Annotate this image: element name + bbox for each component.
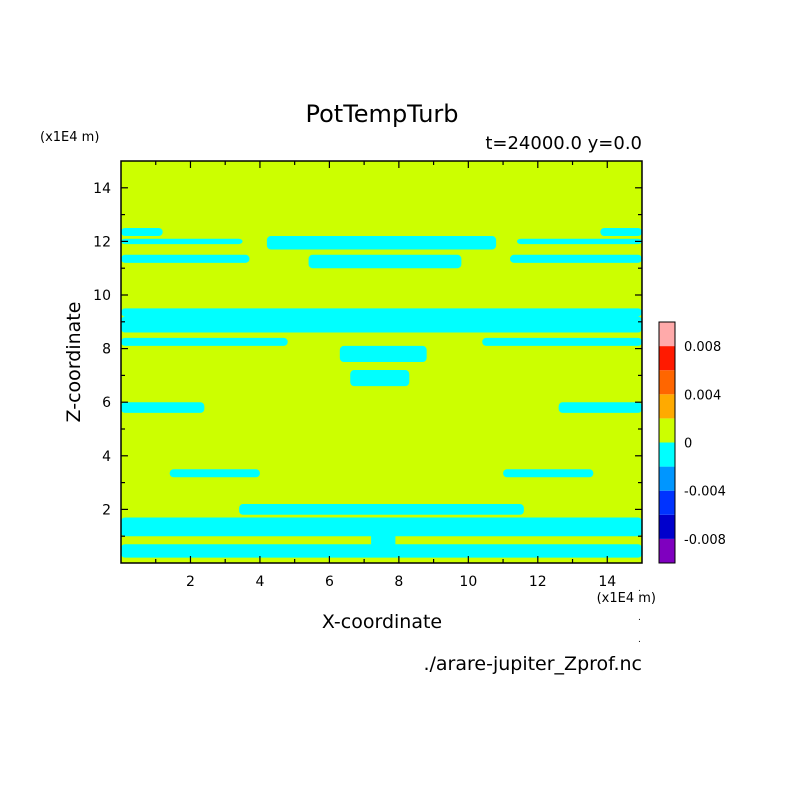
y-tick-label: 6 [102, 395, 111, 411]
y-tick-label: 2 [102, 502, 111, 518]
x-tick-label: 12 [529, 574, 547, 590]
plot-frame [120, 160, 643, 564]
colorbar-tick-label: 0.004 [684, 388, 721, 403]
colorbar-level [659, 418, 675, 443]
colorbar-level [659, 442, 675, 467]
negative-region [121, 238, 243, 245]
y-axis: 2 4 6 8 10 12 14 [93, 181, 642, 537]
x-tick-label: 4 [255, 574, 264, 590]
chart-subtitle: t=24000.0 y=0.0 [485, 133, 642, 154]
colorbar-level [659, 322, 675, 347]
negative-region [516, 238, 642, 245]
x-axis: 2 4 6 8 10 12 14 [155, 161, 616, 590]
negative-region [239, 504, 524, 515]
colorbar-level [659, 514, 675, 539]
colorbar-level [659, 490, 675, 515]
negative-regions [121, 228, 642, 558]
negative-region [503, 469, 594, 478]
y-axis-label: Z-coordinate [63, 302, 85, 423]
negative-region [121, 254, 250, 263]
x-tick-label: 6 [325, 574, 334, 590]
negative-region [558, 402, 642, 413]
colorbar-level [659, 394, 675, 419]
y-tick-label: 8 [102, 342, 111, 358]
plot-area: 2 4 6 8 10 12 14 2 4 6 8 10 12 14 [93, 160, 643, 590]
colorbar-level [659, 346, 675, 371]
y-tick-label: 10 [93, 288, 111, 304]
negative-region [121, 308, 642, 317]
y-tick-label: 12 [93, 234, 111, 250]
source-file-label: ./arare-jupiter_Zprof.nc [423, 653, 642, 675]
colorbar-level [659, 370, 675, 395]
colorbar-tick-label: -0.008 [684, 533, 726, 548]
negative-region [371, 528, 396, 553]
colorbar-tick-label: -0.004 [684, 485, 726, 500]
negative-region [169, 469, 260, 478]
colorbar-frame [658, 321, 676, 564]
x-axis-label: X-coordinate [322, 611, 442, 633]
x-unit-label: (x1E4 m) [597, 591, 656, 606]
negative-region [308, 254, 462, 269]
negative-region [600, 228, 642, 237]
x-tick-label: 8 [394, 574, 403, 590]
negative-region [482, 337, 642, 346]
negative-region [121, 402, 205, 413]
x-tick-label: 14 [598, 574, 616, 590]
negative-region [121, 517, 642, 537]
x-tick-label: 10 [459, 574, 477, 590]
x-tick-label: 2 [186, 574, 195, 590]
negative-region [266, 236, 497, 250]
negative-region [350, 370, 410, 387]
y-tick-label: 4 [102, 449, 111, 465]
negative-region [510, 254, 642, 263]
colorbar-level [659, 466, 675, 491]
colorbar [658, 321, 676, 564]
negative-region [121, 337, 288, 346]
y-tick-label: 14 [93, 181, 111, 197]
colorbar-tick-label: 0 [684, 437, 692, 452]
negative-region [121, 316, 642, 333]
marker-dot: . [638, 635, 641, 645]
negative-region [121, 228, 163, 237]
marker-dot: . [638, 584, 641, 594]
colorbar-ticks: 0.008 0.004 0 -0.004 -0.008 [684, 340, 726, 548]
colorbar-level [659, 538, 675, 563]
negative-region [339, 345, 427, 362]
y-unit-label: (x1E4 m) [40, 130, 99, 145]
colorbar-tick-label: 0.008 [684, 340, 721, 355]
marker-dot: . [638, 613, 641, 623]
chart-title: PotTempTurb [306, 100, 459, 128]
